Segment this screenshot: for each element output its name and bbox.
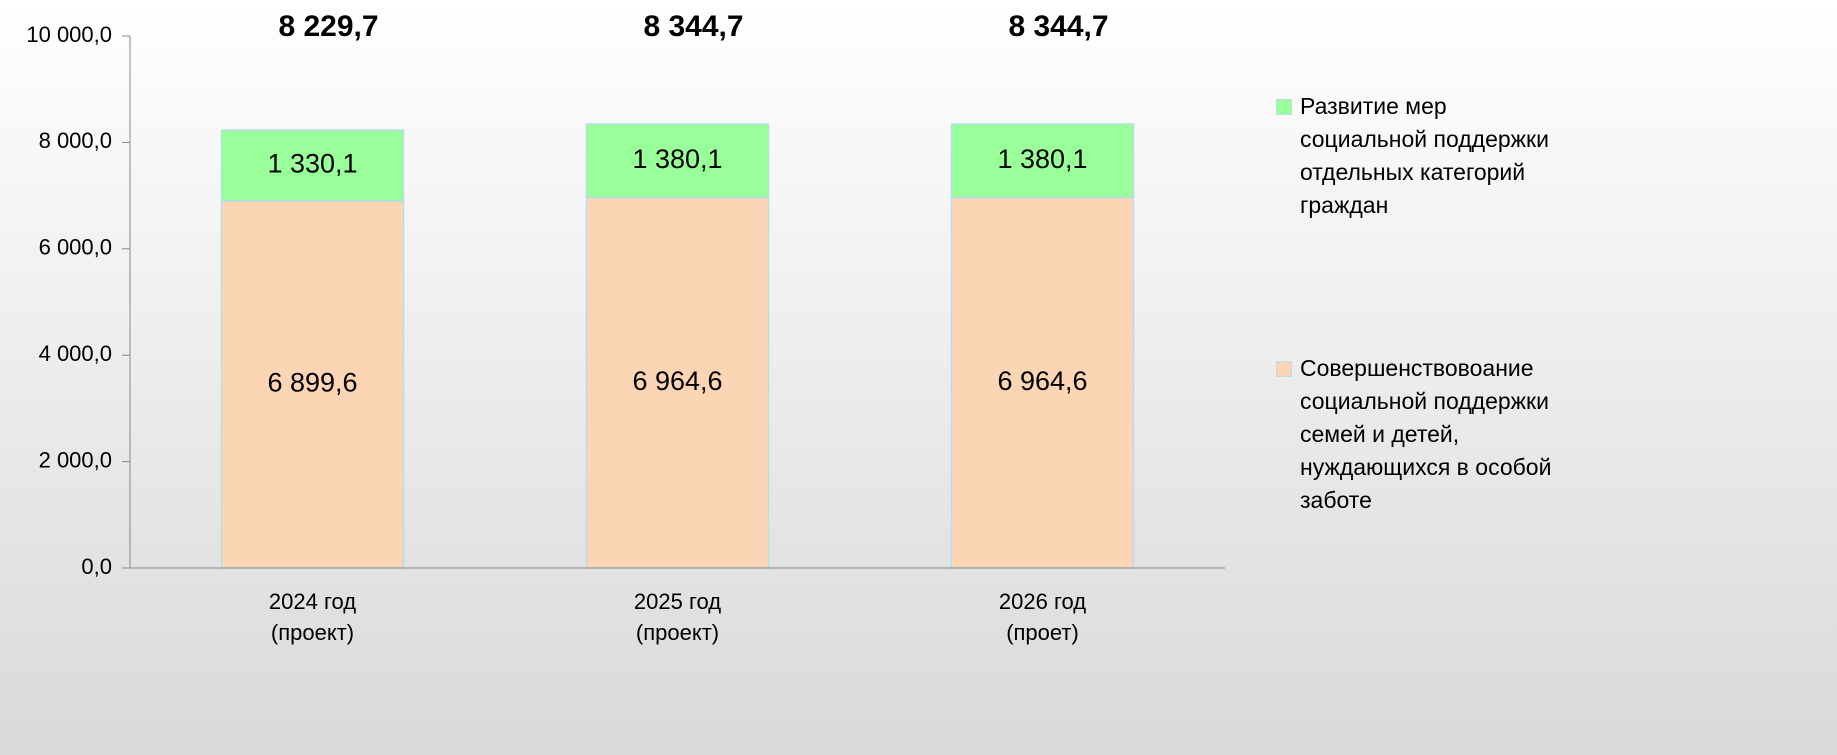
bar-value-label: 1 330,1	[267, 149, 357, 179]
bar-value-label: 6 964,6	[632, 366, 722, 396]
bar-value-label: 1 380,1	[997, 144, 1087, 174]
bar-value-label: 6 964,6	[997, 366, 1087, 396]
bar-segment	[585, 123, 770, 199]
bar-segment	[585, 196, 770, 569]
y-tick-label: 10 000,0	[26, 22, 112, 47]
bar-value-label: 6 899,6	[267, 368, 357, 398]
y-tick-label: 2 000,0	[39, 447, 112, 472]
bar-value-label: 1 380,1	[632, 144, 722, 174]
legend-item: Совершенствовоание социальной поддержки …	[1276, 352, 1576, 517]
legend-swatch	[1276, 99, 1292, 115]
x-tick-label: 2025 год	[634, 589, 721, 614]
bar-segment	[950, 123, 1135, 199]
legend-item: Развитие мер социальной поддержки отдель…	[1276, 90, 1576, 222]
legend: Развитие мер социальной поддержки отдель…	[1276, 90, 1576, 647]
y-tick-label: 0,0	[81, 554, 112, 579]
legend-label: Развитие мер социальной поддержки отдель…	[1300, 93, 1549, 218]
x-tick-label: (проект)	[636, 620, 719, 645]
y-tick-label: 4 000,0	[39, 341, 112, 366]
legend-swatch	[1276, 361, 1292, 377]
x-tick-label: 2024 год	[269, 589, 356, 614]
x-tick-label: 2026 год	[999, 589, 1086, 614]
y-tick-label: 6 000,0	[39, 235, 112, 260]
x-tick-label: (проет)	[1006, 620, 1079, 645]
total-label: 8 344,7	[643, 10, 743, 43]
x-tick-label: (проект)	[271, 620, 354, 645]
total-label: 8 229,7	[278, 10, 378, 43]
y-tick-label: 8 000,0	[39, 128, 112, 153]
legend-label: Совершенствовоание социальной поддержки …	[1300, 355, 1552, 513]
bar-segment	[220, 129, 405, 202]
total-label: 8 344,7	[1008, 10, 1108, 43]
bar-segment	[950, 196, 1135, 569]
